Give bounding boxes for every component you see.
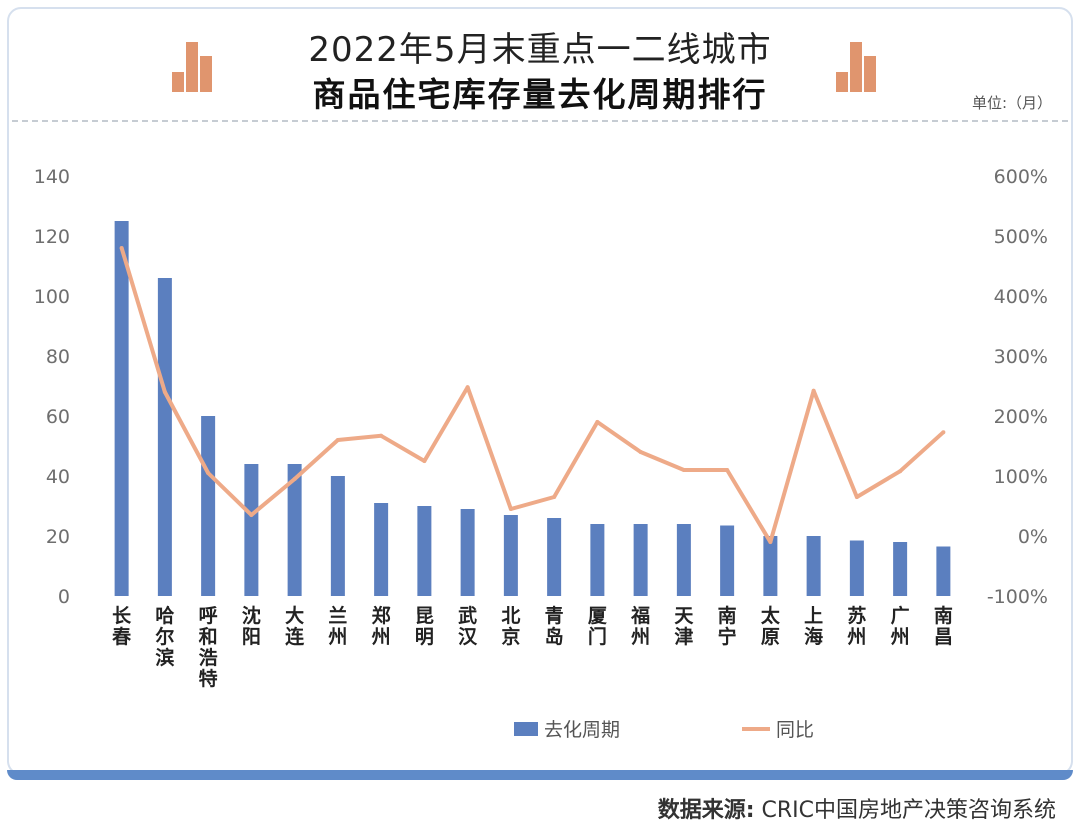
- line-point: [681, 468, 686, 472]
- category-labels: 长春 哈尔滨 呼和浩特 沈阳大连兰州郑州昆明武汉北京青岛厦门福州天津南宁太原上海苏州广…: [112, 604, 953, 690]
- category-label: 呼和浩特: [199, 605, 218, 690]
- yoy-line: [119, 247, 945, 544]
- line-point: [595, 420, 600, 424]
- data-source: 数据来源: CRIC中国房地产决策咨询系统: [658, 792, 1056, 824]
- line-point: [552, 495, 557, 499]
- category-label: 昆明: [415, 605, 434, 648]
- bar: [374, 503, 389, 596]
- category-label: 北京: [501, 605, 520, 648]
- left-tick-label: 140: [34, 166, 70, 188]
- right-tick-label: 200%: [994, 406, 1048, 428]
- line-point: [422, 459, 427, 463]
- line-point: [768, 540, 773, 544]
- category-label: 广州: [891, 604, 910, 648]
- bar: [114, 221, 129, 596]
- legend-swatch-bar: [514, 722, 538, 736]
- unit-label: 单位:（月）: [971, 94, 1052, 112]
- right-tick-label: 100%: [994, 466, 1048, 488]
- left-axis-ticks: 0 20 40 60 80 100 120 140: [34, 166, 70, 608]
- legend-label-line: 同比: [776, 719, 814, 741]
- right-tick-label: 0%: [1018, 526, 1048, 548]
- card-bottom-bar: [7, 770, 1073, 780]
- bar: [936, 546, 951, 596]
- bar: [720, 525, 735, 596]
- left-tick-label: 0: [58, 586, 70, 608]
- category-label: 郑州: [372, 605, 391, 648]
- right-tick-label: 400%: [994, 286, 1048, 308]
- line-series: [119, 246, 946, 544]
- category-label: 福州: [630, 604, 650, 648]
- title-divider: [12, 120, 1068, 122]
- source-label: 数据来源:: [657, 798, 755, 823]
- chart-title-line2: 商品住宅库存量去化周期排行: [312, 75, 768, 114]
- bar: [417, 506, 432, 596]
- left-tick-label: 100: [34, 286, 70, 308]
- category-label: 上海: [804, 605, 823, 648]
- bar: [849, 540, 864, 596]
- line-point: [379, 433, 384, 438]
- line-point: [335, 438, 340, 442]
- category-label: 南宁: [718, 605, 737, 648]
- bar-chart-icon-left: [172, 40, 216, 92]
- bar: [244, 464, 259, 596]
- line-point: [465, 385, 470, 390]
- category-label: 太原: [761, 604, 781, 648]
- right-tick-label: -100%: [987, 586, 1048, 608]
- category-label: 兰州: [328, 604, 347, 648]
- right-tick-label: 600%: [994, 166, 1048, 188]
- category-label: 天津: [674, 605, 694, 648]
- line-point: [638, 450, 643, 454]
- bar-chart-icon-right: [836, 40, 880, 92]
- line-point: [725, 468, 730, 472]
- category-label: 厦门: [588, 605, 608, 648]
- bar: [330, 476, 345, 596]
- line-point: [119, 246, 124, 250]
- line-point: [162, 390, 167, 394]
- line-point: [508, 507, 513, 511]
- bar: [547, 518, 562, 596]
- left-tick-label: 40: [46, 466, 70, 488]
- bar: [503, 515, 518, 596]
- left-tick-label: 120: [34, 226, 70, 248]
- line-point: [898, 469, 903, 474]
- bar: [287, 464, 302, 596]
- line-point: [249, 513, 254, 517]
- category-label: 南昌: [934, 605, 953, 648]
- legend-label-bar: 去化周期: [544, 719, 620, 741]
- bar: [763, 536, 778, 596]
- category-label: 武汉: [458, 605, 478, 648]
- category-label: 大连: [285, 604, 305, 648]
- right-tick-label: 500%: [994, 226, 1048, 248]
- right-tick-label: 300%: [994, 346, 1048, 368]
- category-label: 青岛: [545, 605, 564, 648]
- bar-series: [114, 221, 951, 596]
- legend: 去化周期 同比: [514, 719, 814, 741]
- bar: [893, 542, 908, 596]
- bar: [460, 509, 475, 596]
- bar: [201, 416, 216, 596]
- bar: [157, 278, 172, 596]
- bar: [806, 536, 821, 596]
- category-label: 苏州: [847, 604, 866, 648]
- chart-title-line1: 2022年5月末重点一二线城市: [308, 30, 772, 70]
- source-text: CRIC中国房地产决策咨询系统: [761, 798, 1057, 823]
- line-point: [811, 388, 816, 393]
- bar: [590, 524, 605, 596]
- category-label: 沈阳: [242, 604, 261, 648]
- line-point: [854, 495, 859, 499]
- bar: [676, 524, 691, 596]
- line-point: [206, 471, 211, 475]
- line-point: [941, 430, 946, 435]
- chart-card: [7, 7, 1073, 775]
- category-label: 哈尔滨: [155, 604, 174, 669]
- right-axis-ticks: -100% 0% 100% 200% 300% 400% 500% 600%: [987, 166, 1048, 608]
- left-tick-label: 80: [46, 346, 70, 368]
- line-point: [292, 477, 297, 481]
- category-label: 长春: [112, 605, 132, 648]
- left-tick-label: 20: [46, 526, 70, 548]
- bar: [633, 524, 648, 596]
- left-tick-label: 60: [46, 406, 70, 428]
